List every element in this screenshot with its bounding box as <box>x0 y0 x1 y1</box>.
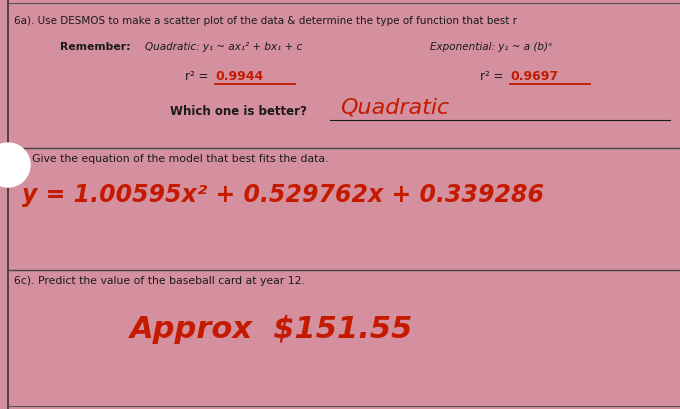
Text: 6a). Use DESMOS to make a scatter plot of the data & determine the type of funct: 6a). Use DESMOS to make a scatter plot o… <box>14 16 517 26</box>
Text: 0.9944: 0.9944 <box>215 70 263 83</box>
Text: r² =: r² = <box>480 70 507 83</box>
Text: Quadratic: Quadratic <box>340 98 449 118</box>
Text: Approx  $151.55: Approx $151.55 <box>130 315 413 344</box>
Text: r² =: r² = <box>185 70 212 83</box>
Text: 0.9697: 0.9697 <box>510 70 558 83</box>
Text: b). Give the equation of the model that best fits the data.: b). Give the equation of the model that … <box>14 154 328 164</box>
Text: 6c). Predict the value of the baseball card at year 12.: 6c). Predict the value of the baseball c… <box>14 276 305 286</box>
Text: y = 1.00595x² + 0.529762x + 0.339286: y = 1.00595x² + 0.529762x + 0.339286 <box>22 183 544 207</box>
Text: Which one is better?: Which one is better? <box>170 105 307 118</box>
Text: Exponential: y₁ ~ a (b)ˣ: Exponential: y₁ ~ a (b)ˣ <box>430 42 553 52</box>
Text: Remember:: Remember: <box>60 42 131 52</box>
Text: Quadratic: y₁ ~ ax₁² + bx₁ + c: Quadratic: y₁ ~ ax₁² + bx₁ + c <box>145 42 302 52</box>
Circle shape <box>0 143 30 187</box>
